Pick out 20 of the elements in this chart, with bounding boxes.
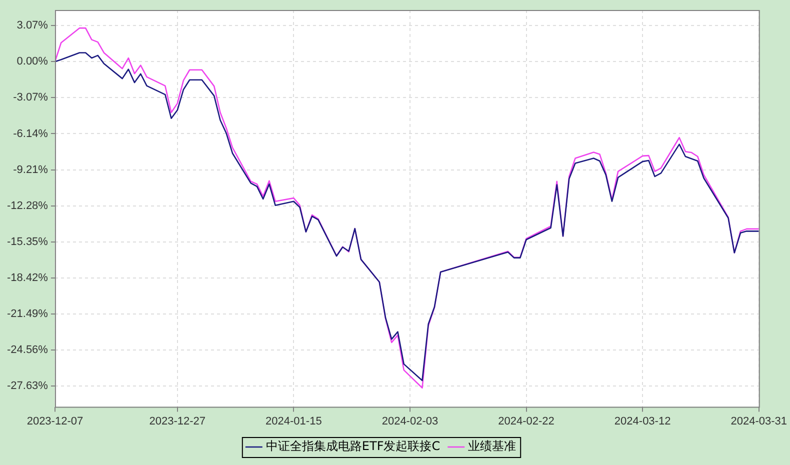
x-tick-label: 2024-02-22 bbox=[498, 415, 554, 428]
legend-label: 中证全指集成电路ETF发起联接C bbox=[266, 439, 440, 454]
y-tick-label: -6.14% bbox=[13, 128, 48, 140]
y-tick-label: -21.49% bbox=[6, 308, 48, 320]
x-tick-label: 2024-02-03 bbox=[382, 415, 438, 428]
x-tick-label: 2024-01-15 bbox=[266, 415, 322, 428]
x-tick-label: 2023-12-27 bbox=[149, 415, 206, 428]
y-tick-label: 0.00% bbox=[16, 56, 48, 68]
x-tick-label: 2024-03-12 bbox=[614, 415, 671, 428]
y-tick-label: -24.56% bbox=[6, 344, 48, 356]
x-tick-label: 2024-03-31 bbox=[730, 415, 788, 428]
x-tick-label: 2023-12-07 bbox=[26, 415, 84, 428]
y-tick-label: -12.28% bbox=[6, 200, 48, 212]
y-tick-label: -3.07% bbox=[13, 92, 48, 104]
y-tick-label: -27.63% bbox=[6, 380, 48, 392]
y-tick-label: -18.42% bbox=[6, 272, 48, 284]
y-tick-label: -9.21% bbox=[13, 164, 48, 176]
legend-label: 业绩基准 bbox=[468, 439, 516, 454]
y-tick-label: -15.35% bbox=[6, 236, 48, 248]
y-tick-label: 3.07% bbox=[16, 20, 48, 32]
